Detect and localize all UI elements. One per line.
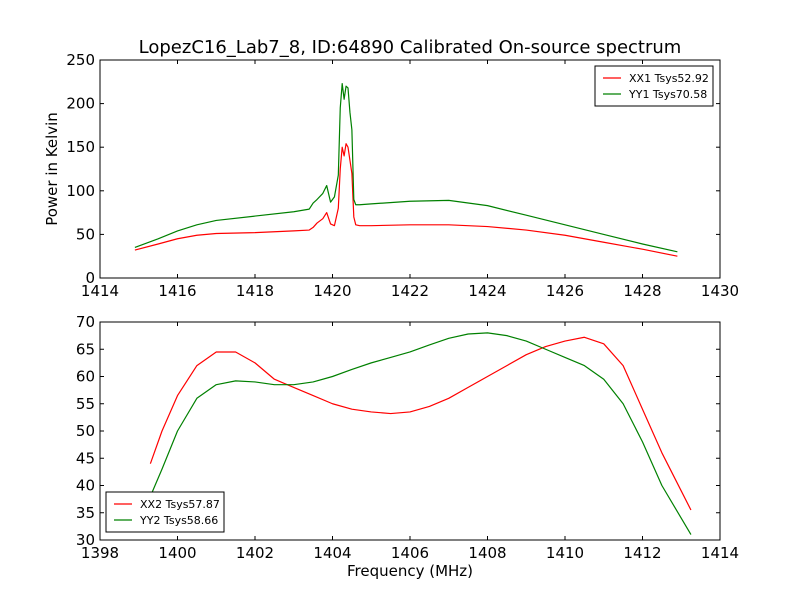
x-tick-label: 1410 — [546, 544, 584, 562]
top-subplot: 1414 1416 1418 1420 1422 1424 1426 1428 1430 0 50 1… — [66, 51, 739, 300]
x-tick-label: 1424 — [468, 282, 506, 300]
legend-2: XX2 Tsys57.87 YY2 Tsys58.66 — [105, 491, 225, 533]
legend-box — [594, 65, 714, 107]
x-tick-label: 1428 — [623, 282, 661, 300]
x-tick-label: 1402 — [236, 544, 274, 562]
y-axis-label: Power in Kelvin — [43, 112, 61, 226]
series-line-1-2 — [134, 82, 678, 253]
x-tick-label: 1398 — [81, 544, 119, 562]
x-tick-label: 1408 — [468, 544, 506, 562]
x-tick-label: 1418 — [236, 282, 274, 300]
y-tick-label: 150 — [66, 138, 95, 156]
legend-1: XX1 Tsys52.92 YY1 Tsys70.58 — [594, 65, 714, 107]
y-tick-label: 55 — [76, 395, 95, 413]
series-line-2-2 — [149, 332, 692, 535]
y-tick-label: 50 — [76, 422, 95, 440]
y-tick-label: 45 — [76, 449, 95, 467]
legend-label: YY1 Tsys70.58 — [628, 88, 707, 101]
x-tick-label: 1404 — [313, 544, 351, 562]
legend-label: XX2 Tsys57.87 — [140, 498, 220, 511]
y-tick-label: 30 — [76, 531, 95, 549]
legend-box — [105, 491, 225, 533]
x-axis-label: Frequency (MHz) — [347, 562, 473, 580]
x-tick-label: 1406 — [391, 544, 429, 562]
chart-title: LopezC16_Lab7_8, ID:64890 Calibrated On-… — [139, 37, 682, 58]
x-tick-label: 1426 — [546, 282, 584, 300]
y-tick-label: 250 — [66, 51, 95, 69]
x-tick-label: 1414 — [701, 544, 739, 562]
y-tick-label: 70 — [76, 313, 95, 331]
y-tick-label: 60 — [76, 368, 95, 386]
y-tick-label: 100 — [66, 182, 95, 200]
series-line-1-1 — [134, 143, 678, 257]
x-tick-label: 1430 — [701, 282, 739, 300]
y-tick-label: 40 — [76, 477, 95, 495]
x-tick-label: 1422 — [391, 282, 429, 300]
legend-label: YY2 Tsys58.66 — [139, 514, 218, 527]
x-tick-label: 1420 — [313, 282, 351, 300]
x-tick-label: 1414 — [81, 282, 119, 300]
x-tick-label: 1400 — [158, 544, 196, 562]
legend-label: XX1 Tsys52.92 — [629, 72, 709, 85]
x-tick-label: 1416 — [158, 282, 196, 300]
y-tick-label: 0 — [85, 269, 95, 287]
y-tick-label: 35 — [76, 504, 95, 522]
bottom-subplot: 1398 1400 1402 1404 1406 1408 1410 1412 1414 30 35… — [76, 313, 739, 562]
y-tick-label: 65 — [76, 340, 95, 358]
y-tick-label: 200 — [66, 95, 95, 113]
x-tick-label: 1412 — [623, 544, 661, 562]
series-line-2-1 — [149, 336, 692, 511]
y-tick-label: 50 — [76, 225, 95, 243]
